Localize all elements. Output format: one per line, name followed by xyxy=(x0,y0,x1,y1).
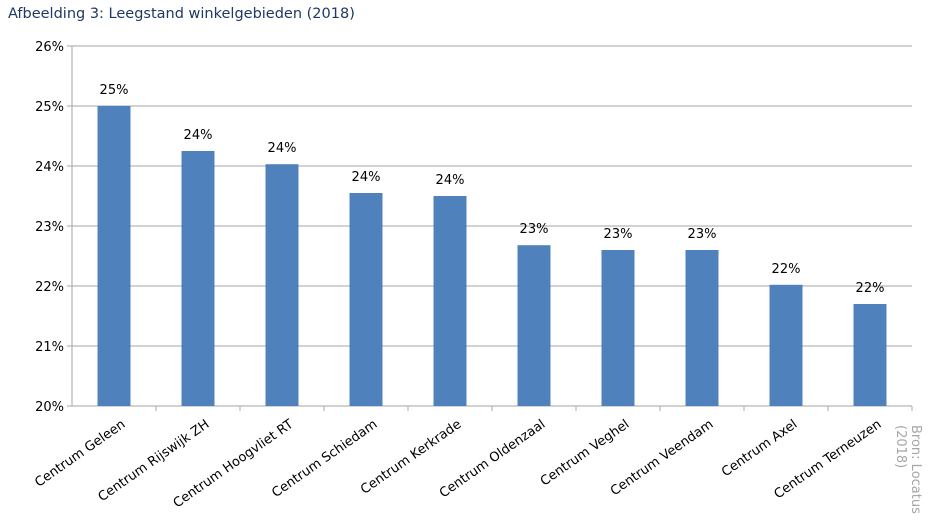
data-label: 24% xyxy=(352,170,381,185)
data-label: 25% xyxy=(100,83,129,98)
data-label: 24% xyxy=(436,173,465,188)
y-tick-label: 24% xyxy=(35,160,64,175)
y-tick-label: 21% xyxy=(35,340,64,355)
bar xyxy=(853,304,887,406)
bar xyxy=(97,106,131,406)
bar xyxy=(433,196,467,406)
bar xyxy=(769,284,803,406)
axes xyxy=(67,45,913,411)
y-tick-labels: 20% 21% 22% 23% 24% 25% 26% xyxy=(35,40,64,415)
bar xyxy=(265,164,299,406)
bar xyxy=(181,151,215,406)
data-labels: 25% 24% 24% 24% 24% 23% 23% 23% 22% 22% xyxy=(100,83,885,296)
data-label: 23% xyxy=(520,222,549,237)
data-label: 24% xyxy=(268,141,297,156)
y-tick-label: 20% xyxy=(35,400,64,415)
bar xyxy=(601,250,635,406)
bar xyxy=(517,245,551,406)
y-tick-label: 26% xyxy=(35,40,64,55)
bar xyxy=(685,250,719,406)
source-line: (2018) xyxy=(893,425,908,468)
chart-title: Afbeelding 3: Leegstand winkelgebieden (… xyxy=(8,6,355,22)
y-tick-label: 22% xyxy=(35,280,64,295)
bars xyxy=(97,106,887,406)
y-tick-label: 25% xyxy=(35,100,64,115)
data-label: 22% xyxy=(856,281,885,296)
data-label: 24% xyxy=(184,128,213,143)
bar xyxy=(349,193,383,406)
category-label: Centrum Axel xyxy=(719,417,800,480)
data-label: 23% xyxy=(604,227,633,242)
data-label: 23% xyxy=(688,227,717,242)
data-label: 22% xyxy=(772,262,801,277)
source-line: Bron: Locatus xyxy=(908,425,923,514)
y-tick-label: 23% xyxy=(35,220,64,235)
source-note: Bron: Locatus(2018) xyxy=(893,425,923,514)
